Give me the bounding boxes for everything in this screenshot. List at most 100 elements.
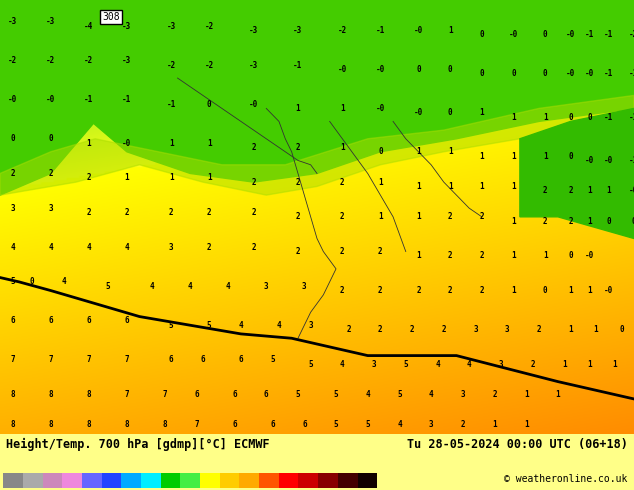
Polygon shape	[0, 96, 634, 195]
Text: 3: 3	[498, 360, 503, 369]
Text: 1: 1	[448, 182, 453, 191]
Text: 0: 0	[543, 69, 548, 78]
Text: 1: 1	[606, 186, 611, 196]
Text: 6: 6	[194, 390, 199, 399]
Text: -1: -1	[630, 69, 634, 78]
Text: -1: -1	[585, 30, 594, 39]
Text: 2: 2	[10, 169, 15, 178]
Text: 8: 8	[162, 420, 167, 429]
Text: -1: -1	[604, 69, 613, 78]
Text: 2: 2	[169, 208, 174, 217]
Bar	[180, 472, 200, 489]
Text: 8: 8	[48, 420, 53, 429]
Bar	[279, 472, 299, 489]
Text: -1: -1	[604, 113, 613, 122]
Text: 1: 1	[416, 212, 421, 221]
Text: 0: 0	[10, 134, 15, 143]
Text: 2: 2	[543, 217, 548, 226]
Text: -2: -2	[46, 56, 55, 65]
Text: 2: 2	[448, 212, 453, 221]
Bar	[220, 472, 240, 489]
Text: 1: 1	[562, 360, 567, 369]
Text: 3: 3	[302, 282, 307, 291]
Text: -0: -0	[249, 99, 258, 109]
Text: 1: 1	[448, 26, 453, 35]
Text: 1: 1	[169, 139, 174, 147]
Text: 4: 4	[340, 360, 345, 369]
Text: 2: 2	[492, 390, 497, 399]
Text: Height/Temp. 700 hPa [gdmp][°C] ECMWF: Height/Temp. 700 hPa [gdmp][°C] ECMWF	[6, 438, 270, 451]
Text: -1: -1	[630, 156, 634, 165]
Text: -1: -1	[122, 95, 131, 104]
Text: 1: 1	[295, 104, 301, 113]
Text: 2: 2	[251, 143, 256, 152]
Text: 7: 7	[10, 355, 15, 365]
Text: -1: -1	[294, 61, 302, 70]
Text: 1: 1	[207, 173, 212, 182]
Text: 1: 1	[479, 182, 484, 191]
Text: 2: 2	[86, 208, 91, 217]
Text: 7: 7	[162, 390, 167, 399]
Text: -0: -0	[566, 69, 575, 78]
Text: 4: 4	[48, 243, 53, 252]
Text: -2: -2	[205, 22, 214, 30]
Text: 6: 6	[200, 355, 205, 365]
Text: 3: 3	[10, 204, 15, 213]
Text: 0: 0	[587, 113, 592, 122]
Bar	[101, 472, 121, 489]
Text: 1: 1	[479, 151, 484, 161]
Text: 8: 8	[48, 390, 53, 399]
Bar	[259, 472, 279, 489]
Text: 2: 2	[536, 325, 541, 334]
Text: -0: -0	[585, 156, 594, 165]
Text: 5: 5	[333, 390, 339, 399]
Text: 1: 1	[587, 217, 592, 226]
Text: 5: 5	[403, 360, 408, 369]
Text: 1: 1	[543, 113, 548, 122]
Text: 0: 0	[378, 147, 383, 156]
Text: -0: -0	[566, 30, 575, 39]
Text: 1: 1	[587, 360, 592, 369]
Text: 8: 8	[86, 390, 91, 399]
Text: 5: 5	[308, 360, 313, 369]
Text: 3: 3	[505, 325, 510, 334]
Text: -3: -3	[294, 26, 302, 35]
Text: 2: 2	[340, 247, 345, 256]
Text: 2: 2	[378, 325, 383, 334]
Text: -2: -2	[167, 61, 176, 70]
Text: 1: 1	[416, 147, 421, 156]
Text: 2: 2	[378, 247, 383, 256]
Text: 0: 0	[619, 325, 624, 334]
Bar	[62, 472, 82, 489]
Text: 4: 4	[226, 282, 231, 291]
Text: -2: -2	[338, 26, 347, 35]
Text: 1: 1	[568, 325, 573, 334]
Text: 3: 3	[264, 282, 269, 291]
Text: 1: 1	[524, 390, 529, 399]
Text: 308: 308	[102, 12, 120, 23]
Text: 0: 0	[606, 217, 611, 226]
Bar	[338, 472, 358, 489]
Text: 0: 0	[543, 30, 548, 39]
Text: -1: -1	[167, 99, 176, 109]
Text: -1: -1	[630, 113, 634, 122]
Text: 2: 2	[340, 286, 345, 295]
Bar	[358, 472, 377, 489]
Text: -4: -4	[84, 22, 93, 30]
Text: 2: 2	[346, 325, 351, 334]
Text: 4: 4	[467, 360, 472, 369]
Text: 1: 1	[511, 151, 516, 161]
Text: -2: -2	[205, 61, 214, 70]
Text: 7: 7	[124, 390, 129, 399]
Text: 0: 0	[631, 217, 634, 226]
Text: 6: 6	[86, 317, 91, 325]
Text: 2: 2	[441, 325, 446, 334]
Text: 0: 0	[29, 277, 34, 286]
Text: 2: 2	[251, 178, 256, 187]
Text: 8: 8	[10, 390, 15, 399]
Text: 6: 6	[270, 420, 275, 429]
Text: 3: 3	[169, 243, 174, 252]
Text: 0: 0	[448, 108, 453, 117]
Text: -2: -2	[84, 56, 93, 65]
Text: -0: -0	[585, 251, 594, 260]
